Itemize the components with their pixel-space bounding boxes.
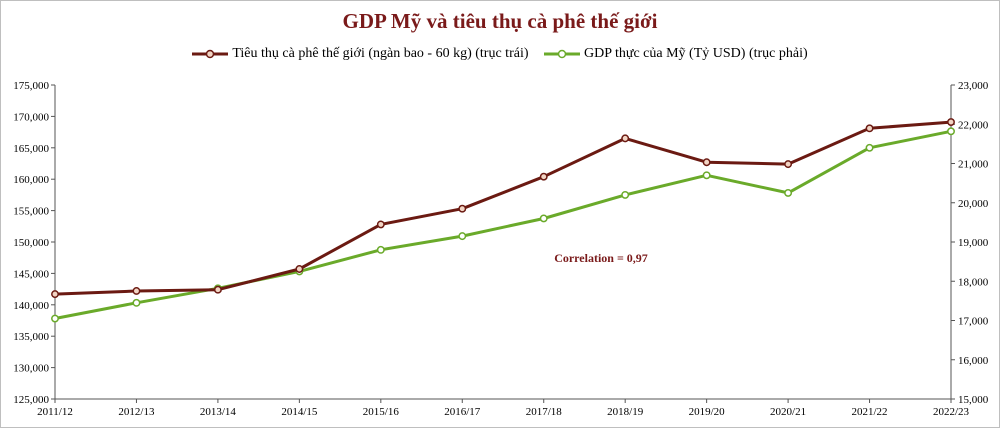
data-point-coffee [539, 172, 548, 181]
y-right-tick-label: 22,000 [958, 119, 989, 131]
y-left-tick-label: 155,000 [13, 206, 49, 218]
y-right-tick-label: 21,000 [958, 159, 989, 171]
data-point-coffee [865, 124, 874, 133]
data-point-gdp [947, 127, 955, 136]
x-tick-label: 2016/17 [444, 406, 481, 418]
data-point-coffee [51, 290, 59, 299]
data-point-coffee [213, 285, 222, 294]
data-point-gdp [376, 245, 385, 254]
y-right-tick-label: 19,000 [958, 237, 989, 249]
y-left-tick-label: 175,000 [13, 80, 49, 92]
y-left-tick-label: 165,000 [13, 143, 49, 155]
data-point-coffee [947, 118, 955, 127]
legend-label-gdp: GDP thực của Mỹ (Tỷ USD) (trục phải) [584, 46, 808, 61]
x-tick-label: 2014/15 [281, 406, 318, 418]
y-right-tick-label: 15,000 [958, 394, 989, 406]
data-point-coffee [621, 134, 630, 143]
data-point-gdp [51, 314, 59, 323]
x-tick-label: 2017/18 [526, 406, 563, 418]
legend-label-coffee: Tiêu thụ cà phê thế giới (ngàn bao - 60 … [232, 46, 529, 61]
series-line-coffee [54, 120, 952, 296]
data-point-gdp [865, 143, 874, 152]
correlation-annotation: Correlation = 0,97 [554, 251, 648, 265]
y-left-tick-label: 170,000 [13, 111, 49, 123]
data-point-gdp [132, 298, 141, 307]
y-right-tick-label: 18,000 [958, 276, 989, 288]
y-left-tick-label: 135,000 [13, 331, 49, 343]
x-tick-label: 2022/23 [933, 406, 970, 418]
x-tick-label: 2018/19 [607, 406, 644, 418]
legend-entry-gdp: GDP thực của Mỹ (Tỷ USD) (trục phải) [544, 46, 808, 62]
legend-entry-coffee: Tiêu thụ cà phê thế giới (ngàn bao - 60 … [192, 46, 529, 62]
y-left-tick-label: 145,000 [13, 268, 49, 280]
data-point-gdp [702, 171, 711, 180]
y-left-tick-label: 160,000 [13, 174, 49, 186]
data-point-coffee [458, 204, 467, 213]
y-right-tick-label: 17,000 [958, 316, 989, 328]
y-left-tick-label: 150,000 [13, 237, 49, 249]
y-right-tick-label: 16,000 [958, 355, 989, 367]
x-tick-label: 2021/22 [852, 406, 888, 418]
data-point-gdp [458, 232, 467, 241]
legend-swatch-coffee [192, 48, 229, 60]
x-tick-label: 2015/16 [363, 406, 400, 418]
data-point-coffee [376, 220, 385, 229]
data-point-gdp [539, 214, 548, 223]
y-left-tick-label: 140,000 [13, 300, 49, 312]
data-point-gdp [784, 188, 793, 197]
x-tick-label: 2013/14 [200, 406, 237, 418]
x-tick-label: 2019/20 [689, 406, 726, 418]
chart-title: GDP Mỹ và tiêu thụ cà phê thế giới [342, 9, 658, 33]
legend-swatch-gdp [544, 48, 580, 60]
y-left-tick-label: 130,000 [13, 363, 49, 375]
y-right-tick-label: 23,000 [958, 80, 989, 92]
data-point-gdp [621, 190, 630, 199]
legend: Tiêu thụ cà phê thế giới (ngàn bao - 60 … [1, 46, 999, 62]
data-point-coffee [702, 158, 711, 167]
y-right-tick-label: 20,000 [958, 198, 989, 210]
x-tick-label: 2012/13 [118, 406, 155, 418]
data-point-coffee [784, 160, 793, 169]
y-left-tick-label: 125,000 [13, 394, 49, 406]
x-tick-label: 2011/12 [37, 406, 73, 418]
x-tick-label: 2020/21 [770, 406, 806, 418]
data-point-coffee [132, 287, 141, 295]
data-point-coffee [295, 265, 304, 273]
